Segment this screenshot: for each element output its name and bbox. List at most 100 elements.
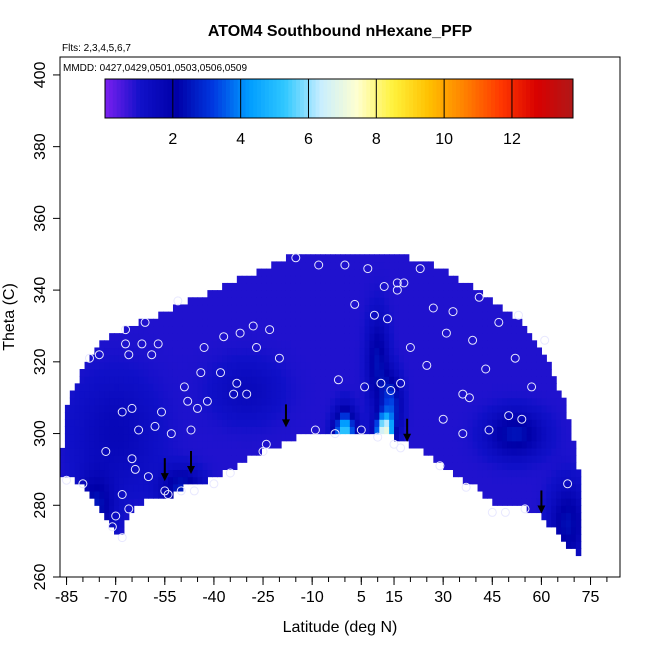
heat-cell bbox=[212, 318, 218, 327]
heat-cell bbox=[227, 340, 233, 349]
heat-cell bbox=[556, 419, 562, 427]
heat-cell bbox=[123, 440, 130, 449]
heat-cell bbox=[462, 290, 469, 298]
heat-cell bbox=[251, 447, 258, 456]
heat-cell bbox=[364, 376, 371, 384]
heat-cell bbox=[413, 340, 420, 349]
heat-cell bbox=[389, 340, 395, 349]
heat-cell bbox=[462, 383, 469, 392]
heat-cell bbox=[320, 419, 326, 427]
heat-cell bbox=[197, 361, 204, 370]
heat-cell bbox=[236, 390, 243, 399]
sample-point bbox=[373, 432, 383, 442]
heat-cell bbox=[482, 455, 488, 463]
colorbar-segment bbox=[280, 79, 285, 118]
heat-cell bbox=[394, 275, 400, 284]
heat-cell bbox=[570, 462, 577, 471]
heat-cell bbox=[335, 311, 341, 320]
heat-cell bbox=[74, 397, 81, 406]
heat-cell bbox=[462, 347, 469, 356]
heat-cell bbox=[192, 476, 199, 485]
heat-cell bbox=[241, 376, 248, 384]
heat-cell bbox=[64, 440, 71, 449]
heat-cell bbox=[290, 397, 297, 406]
heat-cell bbox=[290, 304, 297, 313]
heat-cell bbox=[349, 340, 356, 349]
y-tick-label: 400 bbox=[32, 61, 49, 88]
heat-cell bbox=[443, 268, 449, 277]
heat-cell bbox=[531, 361, 538, 370]
heat-cell bbox=[384, 304, 390, 313]
heat-cell bbox=[556, 469, 562, 478]
heat-cell bbox=[281, 397, 287, 406]
heat-cell bbox=[344, 325, 351, 334]
heat-cell bbox=[516, 490, 523, 499]
heat-cell bbox=[266, 325, 272, 334]
heat-cell bbox=[246, 447, 253, 456]
heat-cell bbox=[492, 361, 498, 370]
heat-cell bbox=[482, 318, 488, 327]
heat-cell bbox=[482, 390, 488, 399]
heat-cell bbox=[168, 325, 174, 334]
heat-cell bbox=[521, 476, 528, 485]
heat-cell bbox=[163, 433, 169, 442]
heat-cell bbox=[340, 412, 346, 420]
heat-cell bbox=[330, 304, 336, 313]
heat-cell bbox=[507, 361, 513, 370]
heat-cell bbox=[207, 462, 213, 471]
heat-cell bbox=[109, 333, 115, 341]
heat-cell bbox=[344, 333, 351, 341]
heat-cell bbox=[413, 369, 420, 377]
heat-cell bbox=[438, 282, 444, 291]
heat-cell bbox=[295, 369, 302, 377]
heat-cell bbox=[487, 455, 493, 463]
heat-cell bbox=[521, 333, 528, 341]
heat-cell bbox=[128, 505, 135, 514]
sample-point bbox=[510, 353, 520, 363]
heat-cell bbox=[182, 311, 189, 320]
heat-cell bbox=[187, 297, 194, 306]
heat-cell bbox=[231, 455, 238, 463]
heat-cell bbox=[217, 412, 223, 420]
heat-cell bbox=[384, 297, 390, 306]
heat-cell bbox=[261, 397, 267, 406]
heat-cell bbox=[295, 426, 302, 435]
heat-cell bbox=[310, 333, 317, 341]
heat-cell bbox=[384, 354, 390, 363]
heat-cell bbox=[482, 447, 488, 456]
heat-cell bbox=[492, 354, 498, 363]
heat-cell bbox=[389, 376, 395, 384]
heat-cell bbox=[423, 433, 430, 442]
heat-cell bbox=[413, 412, 420, 420]
heat-cell bbox=[507, 383, 513, 392]
heat-cell bbox=[143, 447, 150, 456]
heat-cell bbox=[418, 261, 425, 270]
heat-cell bbox=[556, 390, 562, 399]
heat-cell bbox=[172, 325, 179, 334]
heat-cell bbox=[310, 311, 317, 320]
colorbar-segment bbox=[436, 79, 441, 118]
heat-cell bbox=[511, 469, 518, 478]
sample-point bbox=[179, 382, 189, 392]
heat-cell bbox=[246, 376, 253, 384]
heat-cell bbox=[344, 426, 351, 435]
heat-cell bbox=[565, 512, 572, 521]
heat-cell bbox=[212, 469, 218, 478]
heat-cell bbox=[462, 361, 469, 370]
heat-cell bbox=[570, 541, 577, 549]
heat-cell bbox=[168, 397, 174, 406]
heat-cell bbox=[148, 390, 154, 399]
heat-cell bbox=[315, 369, 321, 377]
heat-cell bbox=[192, 419, 199, 427]
heat-cell bbox=[408, 340, 415, 349]
heat-cell bbox=[138, 383, 145, 392]
heat-cell bbox=[482, 404, 488, 413]
heat-cell bbox=[433, 282, 439, 291]
heat-cell bbox=[487, 462, 493, 471]
heat-cell bbox=[369, 361, 375, 370]
heat-cell bbox=[354, 261, 361, 270]
heat-cell bbox=[330, 369, 336, 377]
heat-cell bbox=[325, 275, 331, 284]
heat-cell bbox=[251, 412, 258, 420]
heat-cell bbox=[222, 318, 228, 327]
